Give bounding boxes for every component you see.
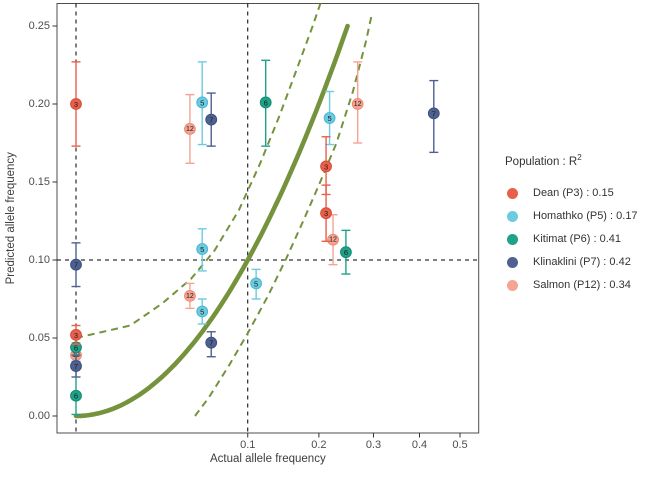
data-point-number: 7: [74, 261, 78, 270]
data-point-number: 12: [329, 237, 337, 244]
series-7: 7 7 7 7 7: [70, 79, 440, 378]
x-axis-tick-label: 0.5: [452, 439, 467, 451]
data-point: [70, 258, 82, 271]
identity-fit-line: [73, 23, 350, 419]
legend-dot-p7: [507, 256, 518, 268]
y-axis-tick-label: 0.15: [29, 176, 50, 188]
y-axis-tick-label: 0.20: [29, 98, 50, 110]
legend-dot-p12: [507, 279, 518, 291]
data-point-number: 7: [209, 339, 213, 348]
data-point-number: 7: [209, 116, 213, 125]
data-point: [184, 123, 196, 135]
legend-label-p3: Dean (P3) : 0.15: [533, 187, 614, 200]
y-axis-title: Predicted allele frequency: [5, 152, 17, 285]
data-point: [70, 98, 82, 110]
data-point: [205, 336, 218, 349]
data-point-number: 5: [200, 307, 204, 316]
series-3: 3 3 3 3: [70, 61, 332, 345]
fit-curves-group: [73, 3, 373, 419]
data-point-number: 6: [264, 98, 268, 107]
data-point-number: 5: [254, 279, 258, 288]
x-axis-tick-label: 0.4: [412, 439, 427, 451]
data-point-number: 3: [74, 331, 78, 340]
legend-dot-p5: [507, 210, 518, 222]
data-point: [250, 277, 263, 290]
data-point-number: 6: [344, 248, 348, 257]
legend-items: Dean (P3) : 0.15 Homathko (P5) : 0.17 Kiti…: [498, 182, 670, 297]
data-point: [320, 207, 332, 220]
data-point-number: 12: [186, 293, 194, 300]
data-point: [196, 96, 209, 109]
data-point: [205, 113, 218, 126]
data-point-number: 3: [324, 209, 328, 218]
data-point-number: 6: [74, 392, 78, 401]
confidence-band-upper-curve: [75, 3, 322, 339]
y-axis-tick-label: 0.25: [29, 20, 50, 32]
data-point-number: 12: [186, 126, 194, 133]
data-point-number: 7: [74, 362, 78, 371]
y-axis-tick-label: 0.00: [29, 410, 50, 422]
data-point-number: 3: [74, 100, 78, 109]
legend-title-superscript: 2: [577, 153, 582, 162]
y-axis-tick-label: 0.10: [29, 254, 50, 266]
data-point: [196, 243, 209, 255]
legend-item-p3: Dean (P3) : 0.15: [498, 182, 670, 205]
data-point-number: 12: [354, 101, 362, 108]
data-point: [323, 112, 336, 124]
data-point: [184, 289, 196, 302]
data-point-number: 3: [324, 162, 328, 171]
x-axis-tick-label: 0.1: [240, 439, 255, 451]
legend-label-p5: Homathko (P5) : 0.17: [533, 210, 638, 223]
x-axis-tick-label: 0.2: [311, 439, 326, 451]
data-point-number: 5: [200, 245, 204, 254]
data-point: [320, 160, 332, 173]
y-axis-tick-label: 0.05: [29, 332, 50, 344]
legend-label-p12: Salmon (P12) : 0.34: [533, 279, 631, 292]
legend-item-p12: Salmon (P12) : 0.34: [498, 274, 670, 297]
data-point: [327, 233, 339, 246]
data-point: [427, 107, 440, 120]
data-point: [259, 96, 272, 109]
data-point: [70, 360, 82, 372]
legend-dot-p3: [507, 187, 518, 199]
legend-item-p6: Kitimat (P6) : 0.41: [498, 228, 670, 251]
legend-item-p5: Homathko (P5) : 0.17: [498, 205, 670, 228]
legend-label-p6: Kitimat (P6) : 0.41: [533, 233, 622, 246]
x-axis-tick-label: 0.3: [366, 439, 381, 451]
data-point-number: 7: [432, 109, 436, 118]
x-axis-title: Actual allele frequency: [210, 453, 326, 465]
legend-title: Population : R2: [505, 153, 582, 168]
data-point-number: 5: [327, 114, 331, 123]
legend-item-p7: Klinaklini (P7) : 0.42: [498, 251, 670, 274]
legend-label-p7: Klinaklini (P7) : 0.42: [533, 256, 631, 269]
data-point-number: 5: [200, 98, 204, 107]
series-5: 5 5 5 5 5: [196, 61, 336, 325]
data-point-number: 6: [74, 343, 78, 352]
legend-dot-p6: [507, 233, 518, 245]
data-point: [340, 246, 352, 259]
data-point: [351, 98, 364, 110]
data-point: [70, 389, 82, 402]
data-point: [70, 328, 82, 341]
legend: Population : R2 Dean (P3) : 0.15 Homathko…: [498, 150, 670, 297]
data-point: [196, 305, 209, 318]
